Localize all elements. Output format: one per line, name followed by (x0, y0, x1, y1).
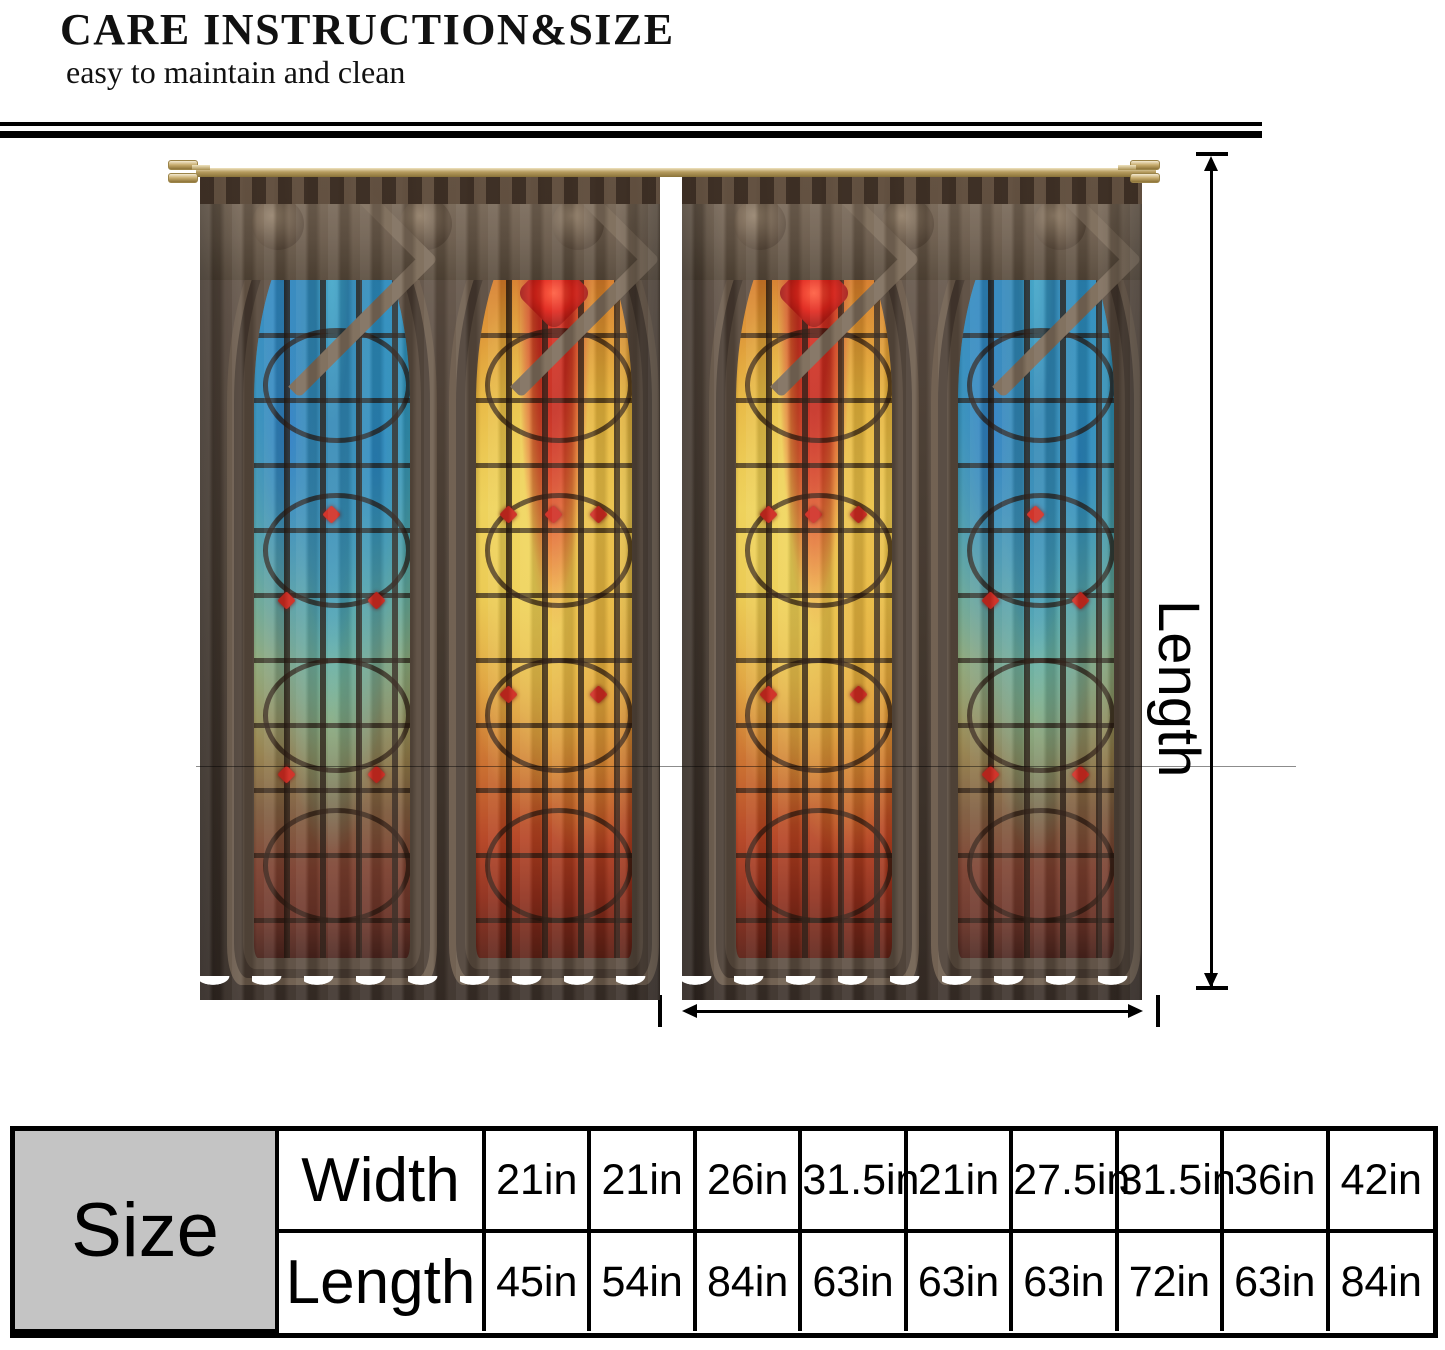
stained-glass-window-cool (254, 208, 410, 958)
width-arrow-left (682, 1004, 697, 1018)
length-arrow-up (1204, 156, 1218, 171)
row-header-width: Width (275, 1131, 486, 1233)
curtain-rod (196, 168, 1156, 177)
row-header-length: Length (275, 1229, 486, 1331)
cell-width-7: 31.5in (1114, 1131, 1236, 1233)
curtain-panel-left (200, 170, 660, 1000)
tracery-arcs (254, 208, 410, 958)
page-subtitle: easy to maintain and clean (66, 54, 406, 90)
cell-length-9: 84in (1325, 1229, 1433, 1331)
header-block: CARE INSTRUCTION&SIZE easy to maintain a… (0, 0, 1445, 110)
header-divider-rule (0, 122, 1262, 138)
cell-length-7: 72in (1114, 1229, 1225, 1331)
window-cornice (682, 170, 1142, 280)
cell-width-1: 21in (481, 1131, 592, 1233)
width-tick-left (658, 995, 662, 1027)
cell-width-4: 31.5in (798, 1131, 919, 1233)
length-tick-bottom (1196, 986, 1228, 990)
tracery-arcs (958, 208, 1114, 958)
cell-width-6: 27.5in (1009, 1131, 1130, 1233)
table-row-length: Length 45in 54in 84in 63in 63in 63in 72i… (15, 1229, 1433, 1331)
width-dimension-line (688, 1010, 1136, 1013)
length-dimension-line (1210, 160, 1213, 986)
cell-width-9: 42in (1325, 1131, 1433, 1233)
length-label: Length (1146, 600, 1211, 778)
width-arrow-right (1128, 1004, 1143, 1018)
tracery-arcs (476, 208, 632, 958)
tracery-arcs (736, 208, 892, 958)
cell-length-1: 45in (481, 1229, 592, 1331)
window-cornice (200, 170, 660, 280)
divider-line-thick (0, 131, 1262, 138)
cell-length-3: 84in (692, 1229, 803, 1331)
stained-glass-window-cool (958, 208, 1114, 958)
stained-glass-window-warm (476, 208, 632, 958)
length-tick-top (1196, 152, 1228, 156)
size-chart-table: Size Width 21in 21in 26in 31.5in 21in 27… (10, 1126, 1438, 1338)
cell-length-2: 54in (587, 1229, 697, 1331)
cell-width-3: 26in (692, 1131, 803, 1233)
table-row-width: Size Width 21in 21in 26in 31.5in 21in 27… (15, 1131, 1433, 1333)
cell-width-2: 21in (587, 1131, 697, 1233)
divider-line-thin (0, 122, 1262, 126)
size-header-cell: Size (15, 1131, 279, 1333)
cell-length-6: 63in (1009, 1229, 1119, 1331)
cell-width-8: 36in (1220, 1131, 1330, 1233)
cell-length-8: 63in (1220, 1229, 1330, 1331)
cell-length-4: 63in (798, 1229, 908, 1331)
curtain-rod-finial-left (168, 160, 210, 186)
length-arrow-down (1204, 973, 1218, 988)
curtain-rod-finial-right (1118, 160, 1164, 186)
cell-length-5: 63in (903, 1229, 1014, 1331)
cell-width-5: 21in (903, 1131, 1014, 1233)
page-title: CARE INSTRUCTION&SIZE (60, 5, 675, 54)
stained-glass-window-warm (736, 208, 892, 958)
width-tick-right (1156, 995, 1160, 1027)
product-image: Length Width (0, 140, 1445, 1228)
reference-horizontal-line (196, 766, 1296, 767)
curtain-panel-right (682, 170, 1142, 1000)
